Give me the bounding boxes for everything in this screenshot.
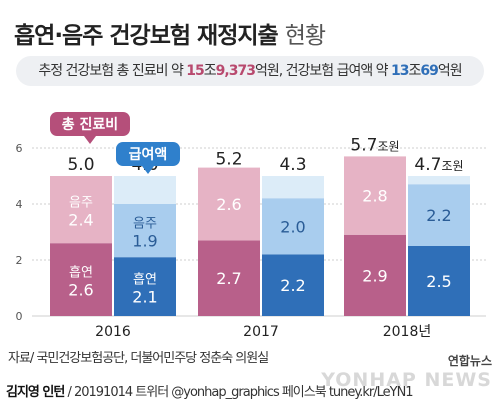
estimate-banner: 추정 건강보험 총 진료비 약 15조9,373억원, 건강보험 급여액 약 1… (16, 56, 484, 86)
total-value-label: 5.7조원 (350, 135, 399, 155)
data-label-smoking: 2.9 (362, 266, 387, 285)
bar-smoking (262, 254, 324, 316)
series-tag-benefit-bubble (116, 142, 180, 166)
bar-drinking (262, 198, 324, 255)
data-label-drinking: 2.8 (362, 187, 387, 206)
y-tick-label: 2 (16, 254, 23, 267)
brand-logo: 연합뉴스 YONHAP NEWS (321, 352, 492, 391)
bar-drinking (344, 156, 406, 235)
x-category-label: 2017 (243, 324, 279, 340)
data-label-drinking: 1.9 (132, 232, 157, 251)
data-label-smoking: 2.5 (426, 272, 451, 291)
bar-drinking (50, 176, 112, 244)
series-tag-total-bubble (50, 112, 130, 136)
title-sub: 현황 (284, 23, 326, 49)
bar-chart: 0246흡연2.6음주2.45.02.72.65.22.92.85.7조원흡연2… (16, 112, 486, 340)
author-name: 김지영 인턴 (6, 385, 65, 400)
data-label-smoking: 2.6 (68, 281, 93, 300)
estimate-benefit-trillion: 13 (391, 63, 410, 79)
bar-smoking (344, 234, 406, 316)
data-label-smoking: 2.7 (216, 269, 241, 288)
data-label-drinking: 2.0 (280, 217, 305, 236)
bar-drinking (198, 167, 260, 241)
estimate-text-2: 억원, 건강보험 급여액 약 (254, 63, 392, 79)
series-tag-total-pointer (84, 136, 96, 144)
data-label-drinking: 2.2 (426, 206, 451, 225)
bar-smoking (408, 246, 470, 316)
credit-line: 김지영 인턴 / 20191014 트위터 @yonhap_graphics 페… (6, 381, 414, 400)
data-label-smoking: 2.2 (280, 276, 305, 295)
chart-title: 흡연·음주 건강보험 재정지출 현황 (14, 16, 326, 50)
y-tick-label: 0 (16, 310, 23, 323)
segment-name-label: 음주 (69, 196, 93, 211)
total-value-label: 4.7조원 (414, 155, 463, 175)
data-label-drinking: 2.6 (216, 195, 241, 214)
data-label-drinking: 2.4 (68, 211, 93, 230)
total-value-label: 5.0 (67, 155, 94, 175)
bar-drinking (408, 184, 470, 246)
title-main: 흡연·음주 건강보험 재정지출 (14, 23, 279, 49)
y-tick-label: 4 (16, 198, 23, 211)
series-tag-benefit-pointer (142, 166, 154, 174)
source-note: 자료/ 국민건강보험공단, 더불어민주당 정춘숙 의원실 (8, 351, 269, 366)
segment-name-label: 음주 (133, 217, 157, 232)
estimate-unit-1: 조 (203, 63, 217, 79)
estimate-unit-4: 억원 (437, 63, 463, 79)
estimate-unit-3: 조 (408, 63, 422, 79)
estimate-total-trillion: 15 (186, 63, 205, 79)
total-value-label: 5.2 (215, 149, 242, 169)
bar-smoking (114, 257, 176, 316)
y-tick-label: 6 (16, 142, 23, 155)
brand-name: 연합뉴스 (447, 354, 492, 368)
series-tag-benefit-label: 급여액 (129, 146, 168, 163)
segment-name-label: 흡연 (69, 266, 93, 281)
estimate-total-billion: 9,373 (215, 63, 256, 79)
watermark: YONHAP NEWS (321, 369, 492, 391)
data-label-smoking: 2.1 (132, 288, 157, 307)
bar-drinking (114, 204, 176, 258)
bar-smoking (198, 240, 260, 316)
x-category-label: 2018년 (383, 324, 432, 340)
segment-name-label: 흡연 (133, 273, 157, 288)
estimate-text-1: 추정 건강보험 총 진료비 약 (38, 63, 187, 79)
estimate-benefit-billion: 69 (420, 63, 439, 79)
series-tag-total-label: 총 진료비 (62, 116, 118, 133)
x-category-label: 2016 (95, 324, 131, 340)
total-value-label: 4.3 (279, 155, 306, 175)
credit-text: / 20191014 트위터 @yonhap_graphics 페이스북 tun… (64, 385, 413, 400)
bar-smoking (50, 243, 112, 316)
